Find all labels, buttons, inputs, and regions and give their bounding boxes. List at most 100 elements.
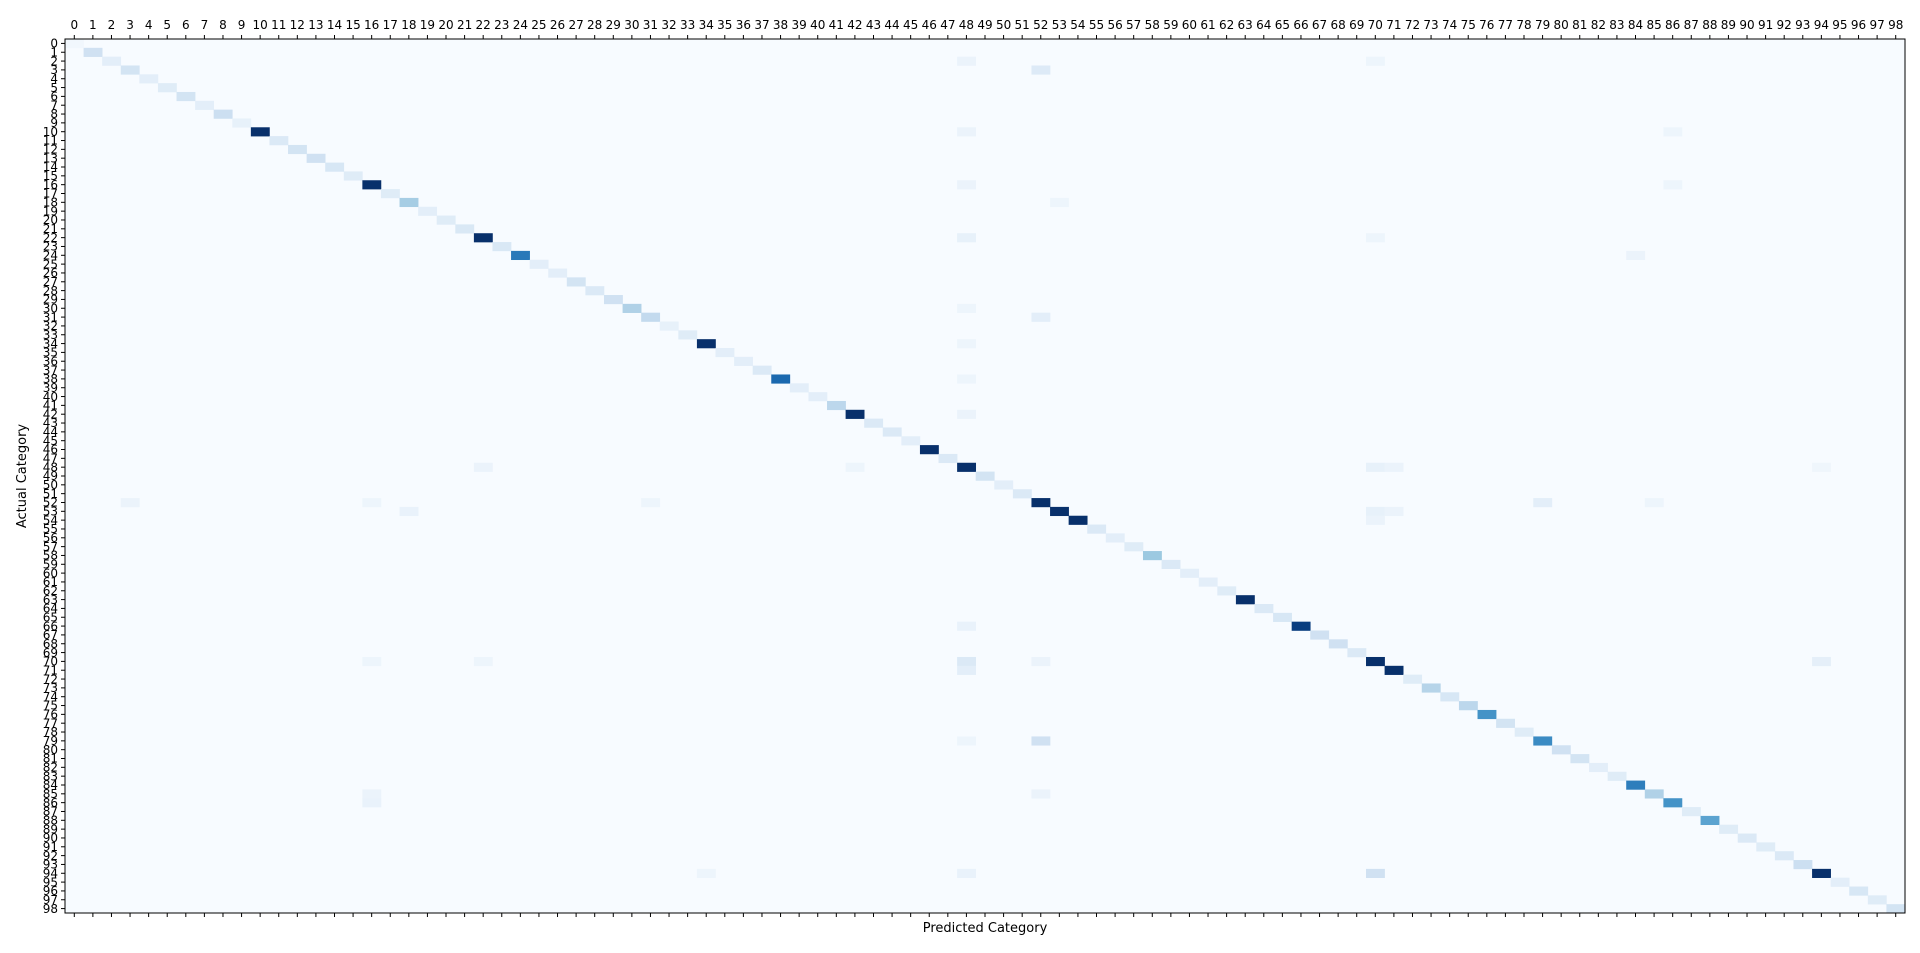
heatmap-cell [1124, 542, 1144, 552]
x-tick-label: 86 [1665, 18, 1680, 32]
heatmap-cell [1142, 551, 1162, 561]
heatmap-cell [473, 462, 493, 472]
heatmap-cell [1812, 656, 1831, 667]
y-tick-label: 18 [43, 196, 58, 210]
heatmap-cell [102, 56, 122, 66]
heatmap-cell [362, 180, 382, 190]
x-tick-label: 77 [1498, 18, 1513, 32]
x-tick-label: 20 [438, 18, 453, 32]
y-tick-label: 77 [43, 716, 58, 730]
x-tick-label: 21 [457, 18, 472, 32]
y-tick-label: 47 [43, 452, 58, 466]
y-tick-label: 62 [43, 584, 58, 598]
x-tick-label: 27 [568, 18, 583, 32]
heatmap-cell [157, 83, 177, 93]
heatmap-cell [455, 224, 475, 234]
x-tick-label: 38 [773, 18, 788, 32]
heatmap-cell [678, 330, 698, 340]
y-tick-label: 13 [43, 151, 58, 165]
heatmap-cell [1366, 515, 1385, 525]
x-tick-label: 87 [1684, 18, 1699, 32]
heatmap-cell [1626, 780, 1646, 790]
heatmap-cell [250, 127, 270, 137]
y-tick-label: 88 [43, 814, 58, 828]
heatmap-cell [641, 312, 661, 322]
x-tick-label: 30 [624, 18, 639, 32]
heatmap-cell [548, 268, 568, 278]
y-axis-ticks: 0123456789101112131415161718192021222324… [43, 37, 65, 916]
heatmap-cell [864, 418, 884, 428]
heatmap-cell [511, 250, 530, 261]
y-tick-label: 46 [43, 443, 58, 457]
y-tick-label: 8 [50, 107, 58, 121]
y-tick-label: 45 [43, 434, 58, 448]
y-tick-label: 64 [43, 602, 58, 616]
x-tick-label: 31 [643, 18, 658, 32]
y-tick-label: 55 [43, 522, 58, 536]
heatmap-cell [1421, 683, 1441, 693]
x-tick-label: 32 [661, 18, 676, 32]
heatmap-cell [1681, 807, 1701, 817]
y-tick-label: 21 [43, 222, 58, 236]
heatmap-cell [845, 462, 865, 472]
heatmap-cell [1031, 656, 1051, 667]
heatmap-cell [1235, 595, 1255, 605]
x-tick-label: 17 [383, 18, 398, 32]
x-tick-label: 39 [791, 18, 806, 32]
heatmap-cell [1366, 506, 1385, 517]
heatmap-cell [957, 127, 977, 137]
x-tick-label: 44 [884, 18, 899, 32]
y-tick-label: 4 [50, 72, 58, 86]
heatmap-cell [176, 91, 196, 102]
x-tick-label: 3 [126, 18, 134, 32]
x-tick-label: 5 [163, 18, 171, 32]
y-tick-label: 3 [50, 63, 58, 77]
heatmap-cell [808, 392, 828, 402]
x-tick-label: 47 [940, 18, 955, 32]
x-tick-label: 89 [1721, 18, 1736, 32]
y-tick-label: 52 [43, 496, 58, 510]
x-tick-label: 70 [1368, 18, 1383, 32]
y-tick-label: 97 [43, 893, 58, 907]
y-tick-label: 16 [43, 178, 58, 192]
x-tick-label: 26 [550, 18, 565, 32]
y-tick-label: 44 [43, 425, 58, 439]
y-tick-label: 50 [43, 478, 58, 492]
heatmap-cells [65, 39, 1906, 914]
x-tick-label: 67 [1312, 18, 1327, 32]
y-tick-label: 73 [43, 681, 58, 695]
y-tick-label: 54 [43, 513, 58, 527]
heatmap-cell [752, 365, 772, 375]
x-tick-label: 71 [1386, 18, 1401, 32]
heatmap-cell [901, 436, 921, 446]
heatmap-cell [1328, 639, 1348, 649]
y-tick-label: 84 [43, 778, 58, 792]
y-tick-label: 42 [43, 407, 58, 421]
x-tick-label: 97 [1869, 18, 1884, 32]
heatmap-cell [195, 100, 214, 110]
x-tick-label: 90 [1739, 18, 1754, 32]
x-tick-label: 69 [1349, 18, 1364, 32]
y-tick-label: 10 [43, 125, 58, 139]
heatmap-cell [715, 347, 735, 358]
y-tick-label: 37 [43, 363, 58, 377]
x-tick-label: 58 [1145, 18, 1160, 32]
heatmap-cell [1551, 745, 1571, 755]
x-tick-label: 8 [219, 18, 227, 32]
y-tick-label: 82 [43, 761, 58, 775]
x-tick-label: 84 [1628, 18, 1643, 32]
heatmap-cell [1440, 692, 1460, 702]
x-tick-label: 36 [736, 18, 751, 32]
y-tick-label: 51 [43, 487, 58, 501]
heatmap-cell [1793, 860, 1813, 870]
heatmap-cell [1291, 621, 1311, 631]
x-tick-label: 75 [1461, 18, 1476, 32]
x-tick-label: 12 [290, 18, 305, 32]
y-tick-label: 28 [43, 284, 58, 298]
heatmap-cell [1366, 56, 1385, 66]
y-tick-label: 2 [50, 54, 58, 68]
heatmap-cell [957, 621, 977, 631]
y-tick-label: 19 [43, 204, 58, 218]
x-tick-label: 79 [1535, 18, 1550, 32]
heatmap-cell [1031, 789, 1051, 799]
